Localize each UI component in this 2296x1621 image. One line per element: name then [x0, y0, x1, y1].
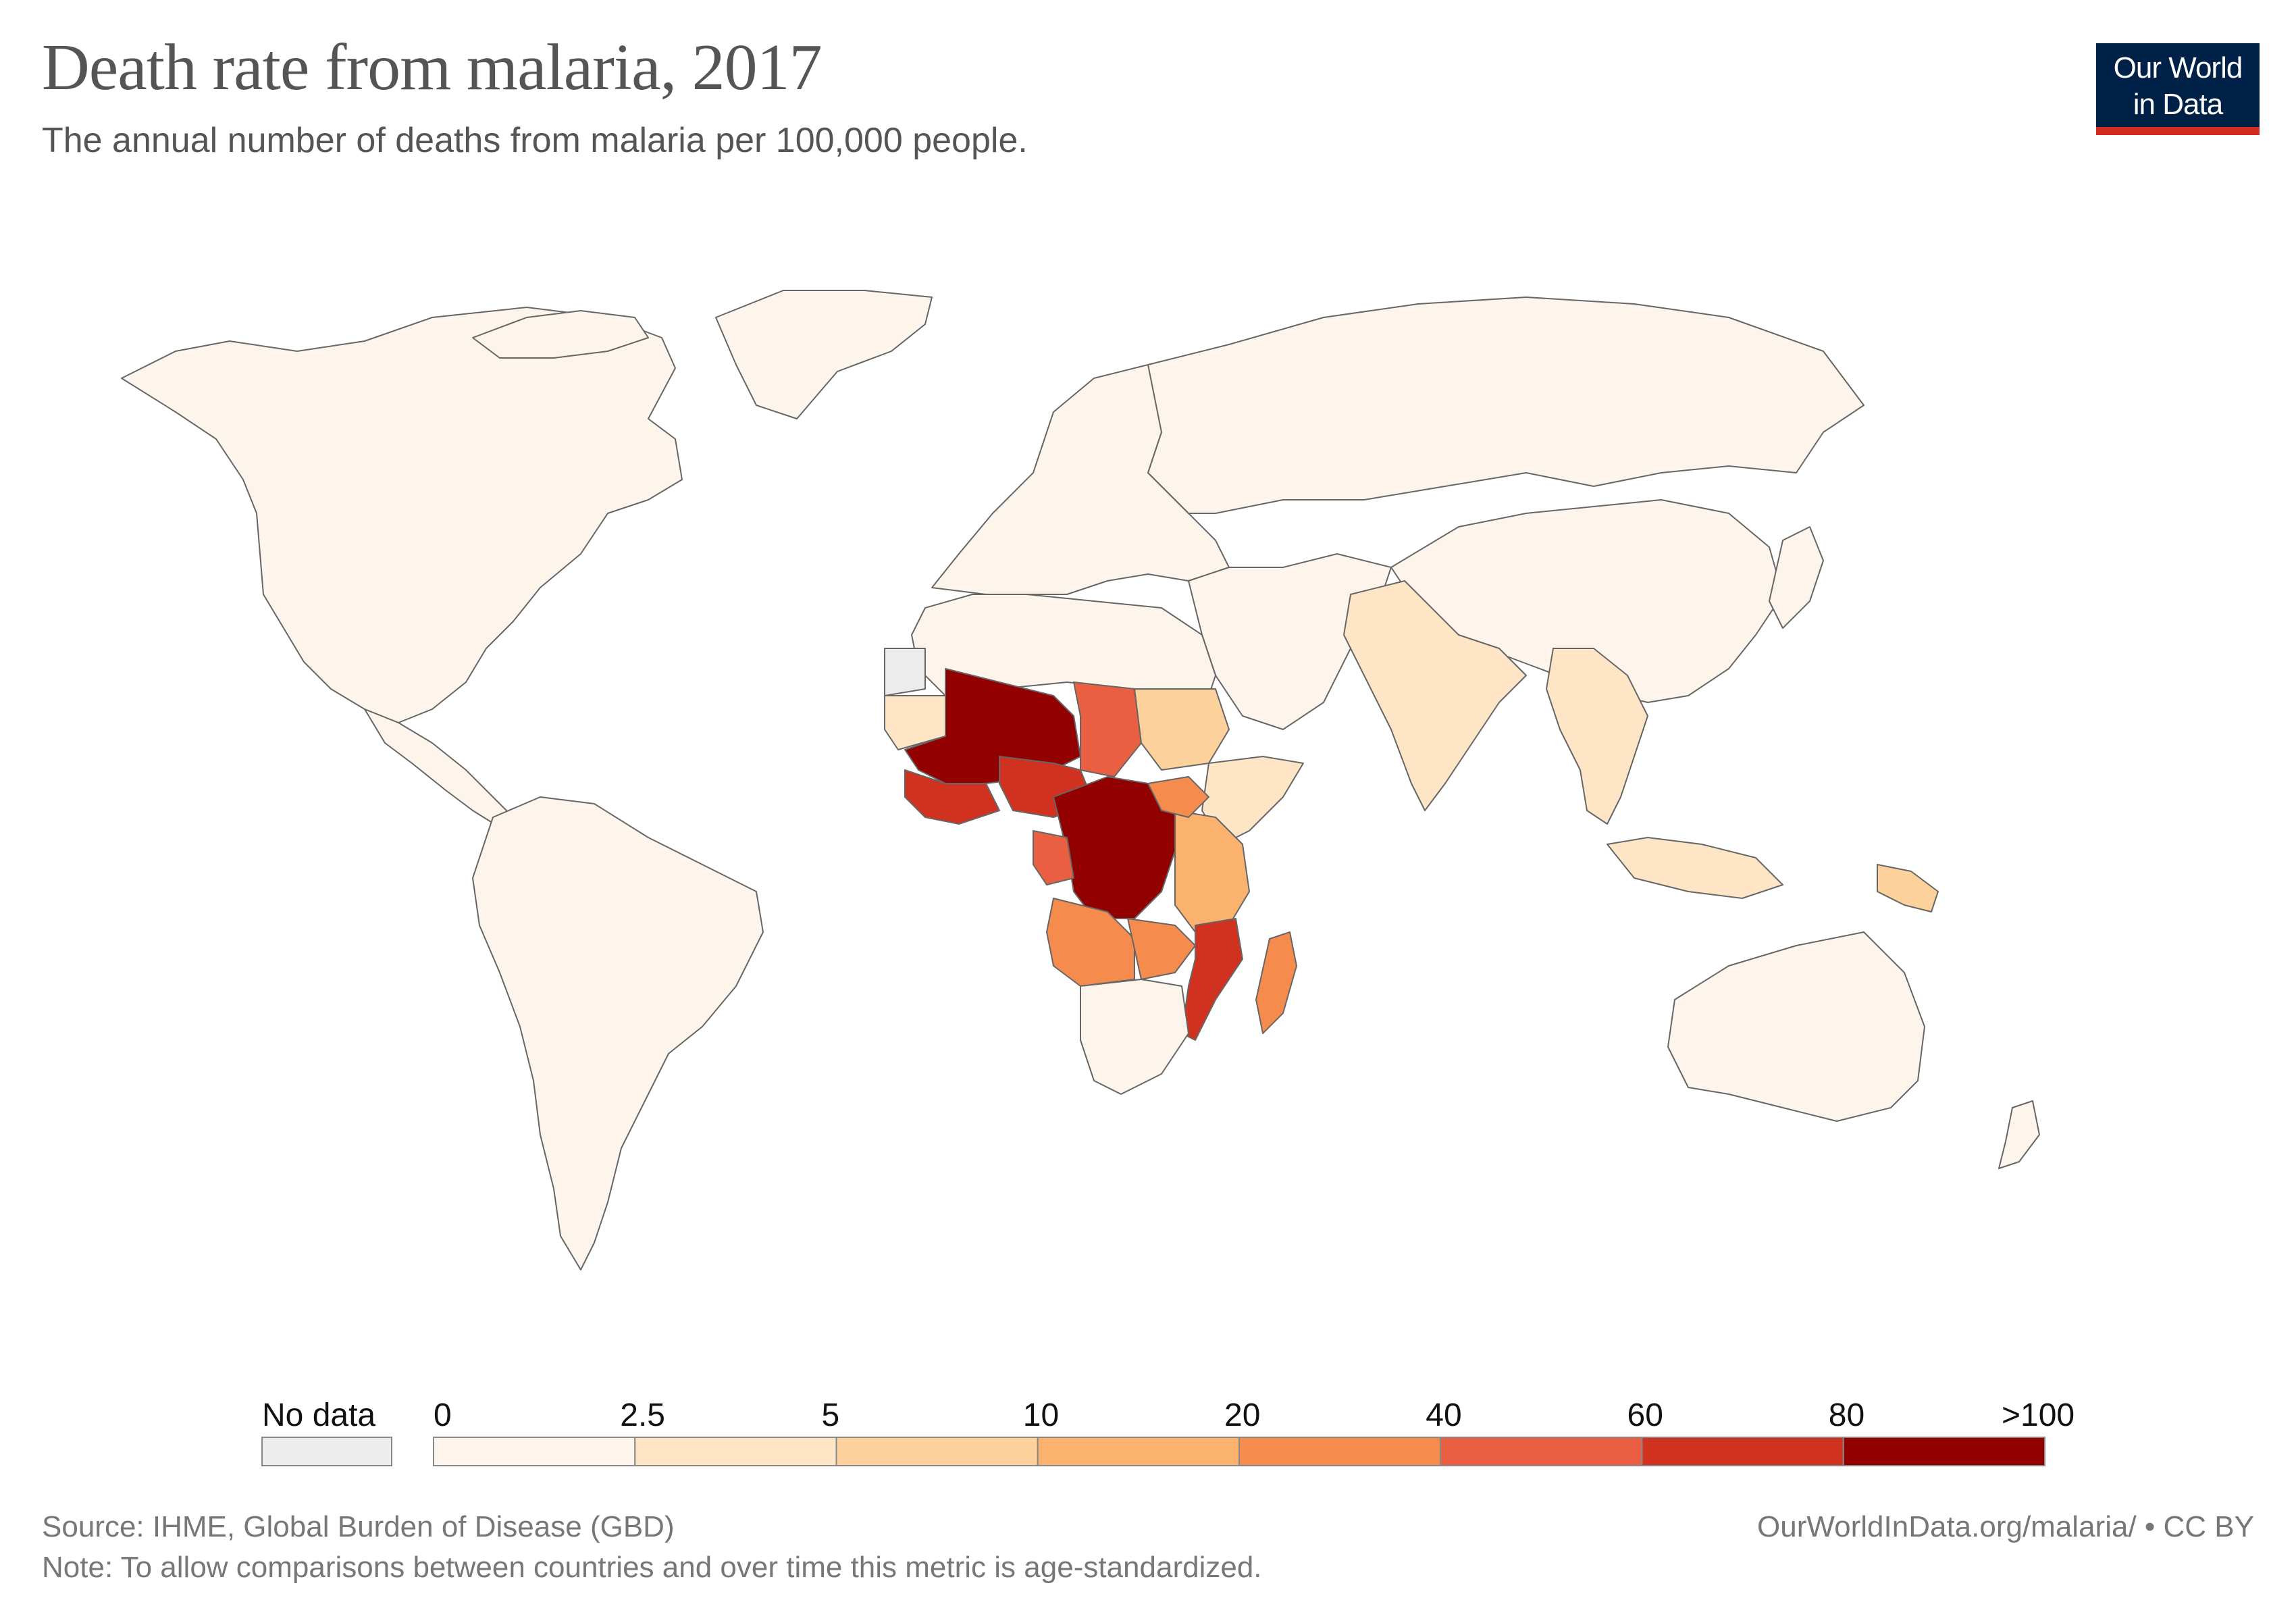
country-zambia[interactable]	[1127, 918, 1196, 980]
country-madagascar[interactable]	[1255, 931, 1297, 1034]
legend-tick-label: 40	[1426, 1397, 1462, 1433]
legend-bin[interactable]	[634, 1437, 837, 1466]
country-western-sahara[interactable]	[884, 648, 926, 696]
legend-no-data-label: No data	[262, 1397, 376, 1433]
country-gabon[interactable]	[1033, 830, 1074, 885]
country-southern-africa[interactable]	[1080, 979, 1189, 1095]
chart-subtitle: The annual number of deaths from malaria…	[42, 121, 1028, 160]
methodology-note: Note: To allow comparisons between count…	[42, 1551, 1262, 1584]
country-uganda[interactable]	[1147, 776, 1209, 818]
country-papua-new-guinea[interactable]	[1877, 864, 1939, 912]
country-mauritania[interactable]	[884, 695, 946, 750]
legend-tick-label: 10	[1022, 1397, 1060, 1433]
logo-line-1: Our World	[2113, 51, 2243, 84]
country-australia[interactable]	[1667, 931, 1925, 1122]
logo-line-2: in Data	[2133, 88, 2223, 121]
country-gulf-of-guinea[interactable]	[904, 769, 1000, 825]
legend-tick-label: >100	[2002, 1397, 2075, 1433]
legend-tick-label: 2.5	[620, 1397, 665, 1433]
land-layer	[121, 290, 2040, 1270]
country-japan[interactable]	[1769, 526, 1824, 629]
country-greenland[interactable]	[715, 290, 933, 419]
country-north-america[interactable]	[121, 307, 683, 723]
legend-tick-label: 80	[1828, 1397, 1865, 1433]
legend-tick-label: 0	[434, 1397, 452, 1433]
country-indonesia[interactable]	[1607, 837, 1783, 899]
legend-bin[interactable]	[1440, 1437, 1643, 1466]
country-south-asia[interactable]	[1343, 580, 1527, 811]
legend-tick-label: 20	[1224, 1397, 1261, 1433]
legend-no-data-swatch[interactable]	[261, 1437, 392, 1466]
country-south-america[interactable]	[472, 796, 764, 1270]
country-arctic-islands[interactable]	[472, 310, 649, 359]
license-link[interactable]: OurWorldInData.org/malaria/ • CC BY	[1757, 1510, 2254, 1543]
country-southeast-asia[interactable]	[1546, 648, 1648, 825]
country-mozambique[interactable]	[1181, 918, 1243, 1041]
owid-logo[interactable]: Our World in Data	[2096, 43, 2260, 135]
legend-bin[interactable]	[1238, 1437, 1442, 1466]
country-russia[interactable]	[1147, 297, 1864, 514]
chart-title: Death rate from malaria, 2017	[42, 31, 823, 104]
source-note: Source: IHME, Global Burden of Disease (…	[42, 1510, 675, 1543]
legend-color-bins	[433, 1437, 2045, 1466]
legend-bin[interactable]	[433, 1437, 636, 1466]
legend-bin[interactable]	[1641, 1437, 1844, 1466]
legend-tick-label: 60	[1627, 1397, 1663, 1433]
country-new-zealand[interactable]	[1998, 1100, 2040, 1169]
legend-bin[interactable]	[1037, 1437, 1240, 1466]
legend-bin[interactable]	[835, 1437, 1039, 1466]
legend-tick-label: 5	[821, 1397, 840, 1433]
legend-bin[interactable]	[1842, 1437, 2045, 1466]
